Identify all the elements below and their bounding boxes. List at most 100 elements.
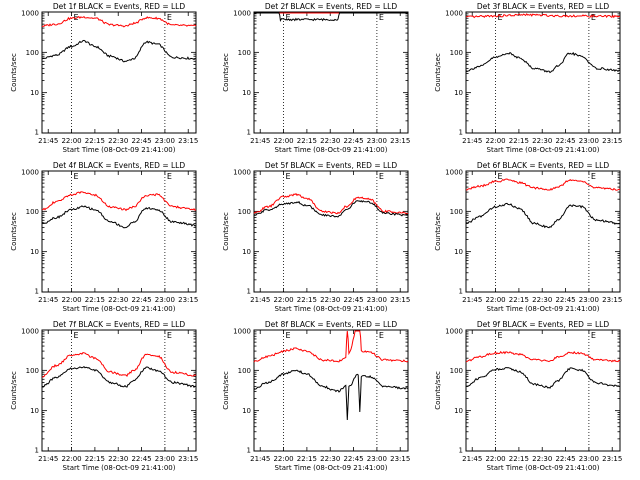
chart-8-xtick-label: 23:15 [390,455,410,463]
chart-6-xtick-label: 23:00 [579,296,599,304]
chart-1-xtick-label: 22:00 [61,137,81,145]
chart-5-xtick-label: 22:15 [297,296,317,304]
chart-2-xtick-label: 22:45 [343,137,363,145]
chart-9-xtick-label: 23:00 [579,455,599,463]
chart-8-xtick-label: 23:00 [367,455,387,463]
chart-9-ytick-label: 10 [454,407,463,415]
chart-7-ytick-label: 100 [26,367,39,375]
chart-7-marker-label: E [167,331,172,340]
chart-2-title: Det 2f BLACK = Events, RED = LLD [265,2,398,11]
chart-2-ytick-label: 10 [242,89,251,97]
chart-4-series-events [41,205,197,229]
chart-1: Det 1f BLACK = Events, RED = LLD 1 10 100 10… [10,2,198,154]
chart-4-frame [41,170,197,293]
chart-3-xtick-label: 23:00 [579,137,599,145]
chart-1-title: Det 1f BLACK = Events, RED = LLD [53,2,186,11]
chart-3: Det 3f BLACK = Events, RED = LLD 1 10 100 10… [434,2,622,154]
chart-5-xtick-label: 21:45 [250,296,270,304]
chart-6-ytick-label: 1 [459,288,463,296]
chart-7: Det 7f BLACK = Events, RED = LLD 1 10 100 10… [10,320,198,472]
chart-3-xtick-label: 22:00 [485,137,505,145]
chart-1-ytick-label: 1 [35,129,39,137]
chart-7-xtick-label: 22:15 [85,455,105,463]
chart-1-ytick-label: 100 [26,49,39,57]
chart-6-xtick-label: 21:45 [462,296,482,304]
chart-3-marker-label: E [591,13,596,22]
chart-8-marker-label: E [286,331,291,340]
chart-2-ylabel: Counts/sec [222,53,230,92]
chart-8-marker-label: E [379,331,384,340]
chart-9-ylabel: Counts/sec [434,371,442,410]
chart-6-marker-label: E [498,172,503,181]
chart-6-series-lld [465,178,621,191]
chart-4-xlabel: Start Time (08-Oct-09 21:41:00) [63,305,176,313]
chart-2-ytick-label: 1 [247,129,251,137]
chart-4-ytick-label: 1 [35,288,39,296]
chart-3-xtick-label: 22:15 [509,137,529,145]
chart-7-ytick-label: 10 [30,407,39,415]
chart-6-xtick-label: 22:45 [555,296,575,304]
chart-5-ylabel: Counts/sec [222,212,230,251]
chart-8-title: Det 8f BLACK = Events, RED = LLD [265,320,398,329]
chart-6-xtick-label: 23:15 [602,296,622,304]
chart-8-xtick-label: 22:45 [343,455,363,463]
chart-3-title: Det 3f BLACK = Events, RED = LLD [477,2,610,11]
chart-8-ytick-label: 10 [242,407,251,415]
chart-1-frame [41,11,197,134]
chart-5-xtick-label: 22:30 [320,296,340,304]
chart-1-xtick-label: 22:30 [108,137,128,145]
chart-9-ytick-label: 1000 [445,328,463,336]
chart-2-frame [253,11,409,134]
chart-9-marker-label: E [591,331,596,340]
chart-7-xtick-label: 21:45 [38,455,58,463]
chart-6-xlabel: Start Time (08-Oct-09 21:41:00) [487,305,600,313]
chart-2-ytick-label: 1000 [233,10,251,18]
chart-1-xtick-label: 22:15 [85,137,105,145]
chart-2-marker-label: E [379,13,384,22]
chart-2-series-events [254,12,408,22]
chart-5: Det 5f BLACK = Events, RED = LLD 1 10 100 10… [222,161,410,313]
chart-6-ytick-label: 1000 [445,169,463,177]
chart-4-xtick-label: 21:45 [38,296,58,304]
chart-1-xtick-label: 23:15 [178,137,198,145]
chart-6-xtick-label: 22:30 [532,296,552,304]
chart-4-marker-label: E [74,172,79,181]
chart-8-frame [253,329,409,452]
chart-9-ytick-label: 100 [450,367,463,375]
chart-3-ylabel: Counts/sec [434,53,442,92]
chart-4: Det 4f BLACK = Events, RED = LLD 1 10 100 10… [10,161,198,313]
chart-3-series-events [465,51,621,74]
chart-4-title: Det 4f BLACK = Events, RED = LLD [53,161,186,170]
chart-4-xtick-label: 23:00 [155,296,175,304]
chart-9-title: Det 9f BLACK = Events, RED = LLD [477,320,610,329]
chart-3-ytick-label: 10 [454,89,463,97]
chart-2-xtick-label: 22:30 [320,137,340,145]
chart-8-ylabel: Counts/sec [222,371,230,410]
chart-7-frame [41,329,197,452]
chart-9-xlabel: Start Time (08-Oct-09 21:41:00) [487,464,600,472]
chart-5-series-events [253,199,409,218]
chart-5-marker-label: E [379,172,384,181]
chart-5-xtick-label: 23:15 [390,296,410,304]
chart-5-marker-label: E [286,172,291,181]
chart-6-frame [465,170,621,293]
chart-8-series-lld [253,330,409,363]
chart-8-xlabel: Start Time (08-Oct-09 21:41:00) [275,464,388,472]
chart-3-ytick-label: 1 [459,129,463,137]
chart-3-xtick-label: 23:15 [602,137,622,145]
chart-9-series-lld [465,350,621,363]
chart-8-series-events [253,369,409,421]
chart-3-xtick-label: 21:45 [462,137,482,145]
chart-2-xtick-label: 23:15 [390,137,410,145]
chart-7-xlabel: Start Time (08-Oct-09 21:41:00) [63,464,176,472]
chart-4-xtick-label: 22:30 [108,296,128,304]
chart-1-ytick-label: 1000 [21,10,39,18]
chart-2-xtick-label: 22:00 [273,137,293,145]
chart-6: Det 6f BLACK = Events, RED = LLD 1 10 100 10… [434,161,622,313]
chart-5-ytick-label: 100 [238,208,251,216]
chart-1-ytick-label: 10 [30,89,39,97]
chart-3-xtick-label: 22:45 [555,137,575,145]
chart-8-xtick-label: 22:15 [297,455,317,463]
chart-4-ytick-label: 10 [30,248,39,256]
